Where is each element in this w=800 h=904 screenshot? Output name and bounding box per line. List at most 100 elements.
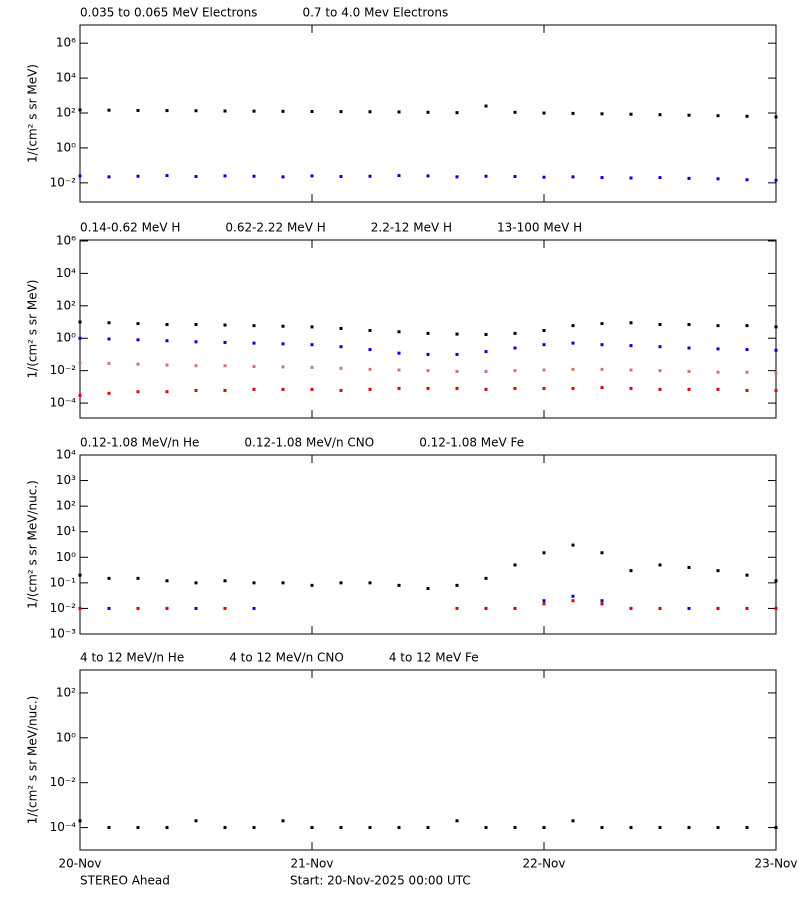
- data-point: [368, 110, 372, 114]
- legend-entry: 4 to 12 MeV Fe: [389, 651, 479, 665]
- data-point: [339, 175, 343, 179]
- data-point: [571, 386, 575, 390]
- data-point: [716, 370, 720, 374]
- data-point: [687, 176, 691, 180]
- legend-entry: 0.62-2.22 MeV H: [225, 221, 325, 235]
- data-point: [658, 176, 662, 180]
- data-point: [310, 325, 314, 329]
- data-point: [78, 336, 82, 340]
- data-point: [513, 175, 517, 179]
- data-point: [252, 365, 256, 369]
- legend-entry: 0.7 to 4.0 Mev Electrons: [302, 6, 448, 20]
- data-point: [716, 826, 720, 830]
- data-point: [397, 110, 401, 114]
- data-point: [136, 338, 140, 342]
- data-point: [165, 826, 169, 830]
- data-point: [107, 321, 111, 325]
- data-point: [281, 175, 285, 179]
- data-point: [716, 569, 720, 573]
- data-point: [194, 388, 198, 392]
- data-point: [397, 351, 401, 355]
- data-point: [165, 390, 169, 394]
- data-point: [78, 361, 82, 365]
- data-point: [774, 388, 778, 392]
- data-point: [455, 369, 459, 373]
- y-tick-label: 10⁰: [56, 730, 76, 744]
- data-point: [513, 826, 517, 830]
- data-point: [281, 109, 285, 113]
- data-point: [397, 368, 401, 372]
- data-point: [78, 174, 82, 178]
- data-point: [281, 342, 285, 346]
- data-point: [165, 606, 169, 610]
- data-point: [339, 366, 343, 370]
- data-point: [745, 388, 749, 392]
- data-point: [165, 174, 169, 178]
- data-point: [542, 329, 546, 333]
- data-point: [455, 606, 459, 610]
- data-point: [107, 108, 111, 112]
- data-point: [658, 606, 662, 610]
- data-point: [542, 599, 546, 603]
- data-point: [542, 826, 546, 830]
- data-point: [774, 348, 778, 352]
- data-point: [687, 113, 691, 117]
- data-point: [310, 387, 314, 391]
- data-point: [223, 109, 227, 113]
- data-point: [542, 175, 546, 179]
- data-point: [600, 112, 604, 116]
- x-tick-label: 22-Nov: [522, 857, 565, 871]
- y-tick-label: 10⁻²: [50, 363, 77, 377]
- data-point: [600, 826, 604, 830]
- data-point: [484, 350, 488, 354]
- data-point: [745, 178, 749, 182]
- data-point: [165, 363, 169, 367]
- data-point: [281, 819, 285, 823]
- data-point: [194, 606, 198, 610]
- data-point: [252, 341, 256, 345]
- data-point: [136, 576, 140, 580]
- y-tick-label: 10⁻¹: [50, 575, 77, 589]
- data-point: [339, 345, 343, 349]
- data-point: [629, 344, 633, 348]
- data-point: [310, 343, 314, 347]
- data-point: [136, 174, 140, 178]
- data-point: [716, 177, 720, 181]
- data-point: [571, 111, 575, 115]
- data-point: [629, 321, 633, 325]
- data-point: [426, 587, 430, 591]
- data-point: [368, 367, 372, 371]
- y-tick-label: 10⁻⁴: [50, 820, 77, 834]
- data-point: [368, 174, 372, 178]
- data-point: [107, 576, 111, 580]
- data-point: [629, 606, 633, 610]
- plot-frame: [79, 239, 777, 419]
- data-point: [658, 345, 662, 349]
- data-point: [136, 108, 140, 112]
- legend-entry: 0.14-0.62 MeV H: [80, 221, 180, 235]
- legend-entry: 2.2-12 MeV H: [371, 221, 452, 235]
- data-point: [513, 369, 517, 373]
- data-point: [658, 113, 662, 117]
- data-point: [252, 387, 256, 391]
- data-point: [397, 583, 401, 587]
- data-point: [136, 826, 140, 830]
- data-point: [136, 606, 140, 610]
- data-point: [194, 364, 198, 368]
- data-point: [78, 819, 82, 823]
- data-point: [194, 340, 198, 344]
- data-point: [397, 826, 401, 830]
- data-point: [600, 551, 604, 555]
- data-point: [687, 369, 691, 373]
- data-point: [542, 386, 546, 390]
- y-axis-label: 1/(cm² s sr MeV/nuc.): [26, 696, 40, 825]
- data-point: [513, 606, 517, 610]
- y-tick-label: 10²: [56, 685, 76, 699]
- data-point: [397, 174, 401, 178]
- data-point: [426, 826, 430, 830]
- data-point: [658, 387, 662, 391]
- y-tick-label: 10²: [56, 298, 76, 312]
- data-point: [252, 826, 256, 830]
- data-point: [252, 581, 256, 585]
